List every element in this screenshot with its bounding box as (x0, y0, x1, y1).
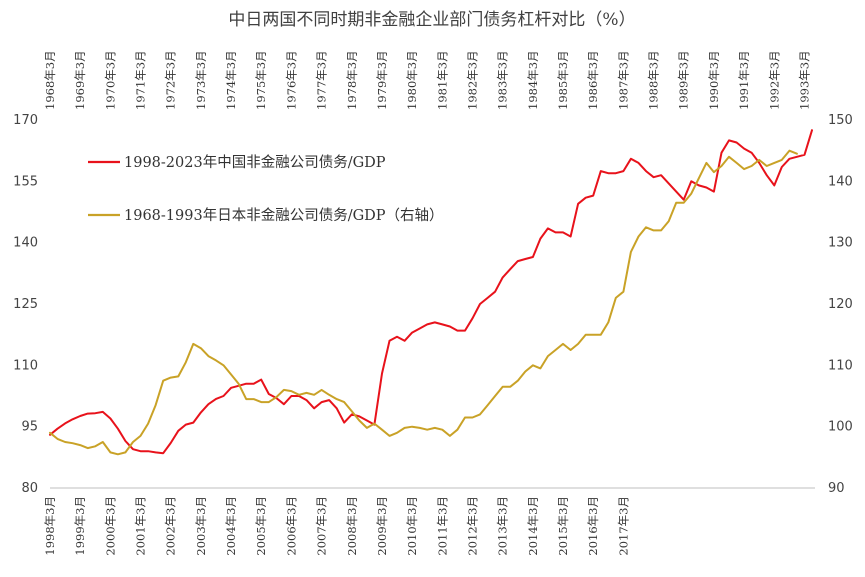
x-bottom-tick-label: 2010年3月 (405, 496, 419, 556)
x-top-tick-label: 1969年3月 (73, 50, 87, 110)
x-bottom-tick-label: 2017年3月 (616, 496, 630, 556)
x-top-tick-label: 1976年3月 (284, 50, 298, 110)
x-bottom-tick-label: 2016年3月 (586, 496, 600, 556)
legend-label: 1998-2023年中国非金融公司债务/GDP (124, 154, 386, 171)
x-bottom-tick-label: 1998年3月 (43, 496, 57, 556)
x-top-tick-label: 1970年3月 (103, 50, 117, 110)
y-left-tick-label: 110 (13, 358, 38, 373)
x-top-tick-label: 1978年3月 (345, 50, 359, 110)
x-top-tick-label: 1992年3月 (767, 50, 781, 110)
y-right-tick-label: 150 (828, 113, 853, 128)
china-series-line (49, 129, 813, 455)
x-top-tick-label: 1983年3月 (496, 50, 510, 110)
x-top-tick-label: 1975年3月 (254, 50, 268, 110)
x-top-tick-label: 1981年3月 (435, 50, 449, 110)
x-top-tick-label: 1977年3月 (315, 50, 329, 110)
y-right-tick-label: 110 (828, 358, 853, 373)
y-right-ticks: 90 100 110 120 130 140 150 (828, 113, 853, 496)
x-top-tick-label: 1991年3月 (737, 50, 751, 110)
x-bottom-tick-label: 1999年3月 (73, 496, 87, 556)
x-top-tick-label: 1979年3月 (375, 50, 389, 110)
x-top-tick-label: 1984年3月 (526, 50, 540, 110)
x-bottom-tick-label: 2008年3月 (345, 496, 359, 556)
x-bottom-tick-label: 2015年3月 (556, 496, 570, 556)
y-left-tick-label: 170 (13, 113, 38, 128)
x-bottom-tick-label: 2007年3月 (315, 496, 329, 556)
y-left-tick-label: 140 (13, 236, 38, 251)
y-right-tick-label: 100 (828, 420, 853, 435)
y-left-tick-label: 80 (21, 481, 38, 496)
japan-series-line (49, 149, 798, 456)
x-bottom-tick-label: 2014年3月 (526, 496, 540, 556)
y-left-tick-label: 95 (21, 420, 38, 435)
x-top-tick-label: 1985年3月 (556, 50, 570, 110)
x-bottom-tick-label: 2006年3月 (284, 496, 298, 556)
x-bottom-tick-label: 2005年3月 (254, 496, 268, 556)
x-bottom-ticks: 1998年3月 1999年3月 2000年3月 2001年3月 2002年3月 2003年… (43, 496, 630, 556)
x-top-tick-label: 1972年3月 (164, 50, 178, 110)
x-bottom-tick-label: 2004年3月 (224, 496, 238, 556)
x-top-tick-label: 1986年3月 (586, 50, 600, 110)
x-top-tick-label: 1987年3月 (616, 50, 630, 110)
x-top-tick-label: 1988年3月 (647, 50, 661, 110)
y-left-ticks: 80 95 110 125 140 155 170 (13, 113, 38, 496)
x-top-ticks: 1968年3月 1969年3月 1970年3月 1971年3月 1972年3月 1973年… (43, 50, 811, 110)
x-top-tick-label: 1974年3月 (224, 50, 238, 110)
legend-label: 1968-1993年日本非金融公司债务/GDP（右轴） (124, 207, 444, 224)
x-top-tick-label: 1971年3月 (134, 50, 148, 110)
x-bottom-tick-label: 2009年3月 (375, 496, 389, 556)
series-lines (49, 129, 813, 456)
chart-title: 中日两国不同时期非金融企业部门债务杠杆对比（%） (228, 10, 635, 30)
x-top-tick-label: 1968年3月 (43, 50, 57, 110)
y-right-tick-label: 140 (828, 174, 853, 189)
x-top-tick-label: 1982年3月 (465, 50, 479, 110)
x-top-tick-label: 1993年3月 (797, 50, 811, 110)
y-left-tick-label: 155 (13, 174, 38, 189)
x-top-tick-label: 1973年3月 (194, 50, 208, 110)
x-top-tick-label: 1980年3月 (405, 50, 419, 110)
legend: 1998-2023年中国非金融公司债务/GDP 1968-1993年日本非金融公司… (88, 154, 444, 224)
x-bottom-tick-label: 2001年3月 (134, 496, 148, 556)
x-bottom-tick-label: 2002年3月 (164, 496, 178, 556)
x-bottom-tick-label: 2000年3月 (103, 496, 117, 556)
x-bottom-tick-label: 2013年3月 (496, 496, 510, 556)
y-left-tick-label: 125 (13, 297, 38, 312)
y-right-tick-label: 90 (828, 481, 845, 496)
x-top-tick-label: 1990年3月 (707, 50, 721, 110)
x-top-tick-label: 1989年3月 (677, 50, 691, 110)
x-bottom-tick-label: 2003年3月 (194, 496, 208, 556)
y-right-tick-label: 120 (828, 297, 853, 312)
x-bottom-tick-label: 2011年3月 (435, 496, 449, 556)
x-bottom-tick-label: 2012年3月 (465, 496, 479, 556)
y-right-tick-label: 130 (828, 236, 853, 251)
